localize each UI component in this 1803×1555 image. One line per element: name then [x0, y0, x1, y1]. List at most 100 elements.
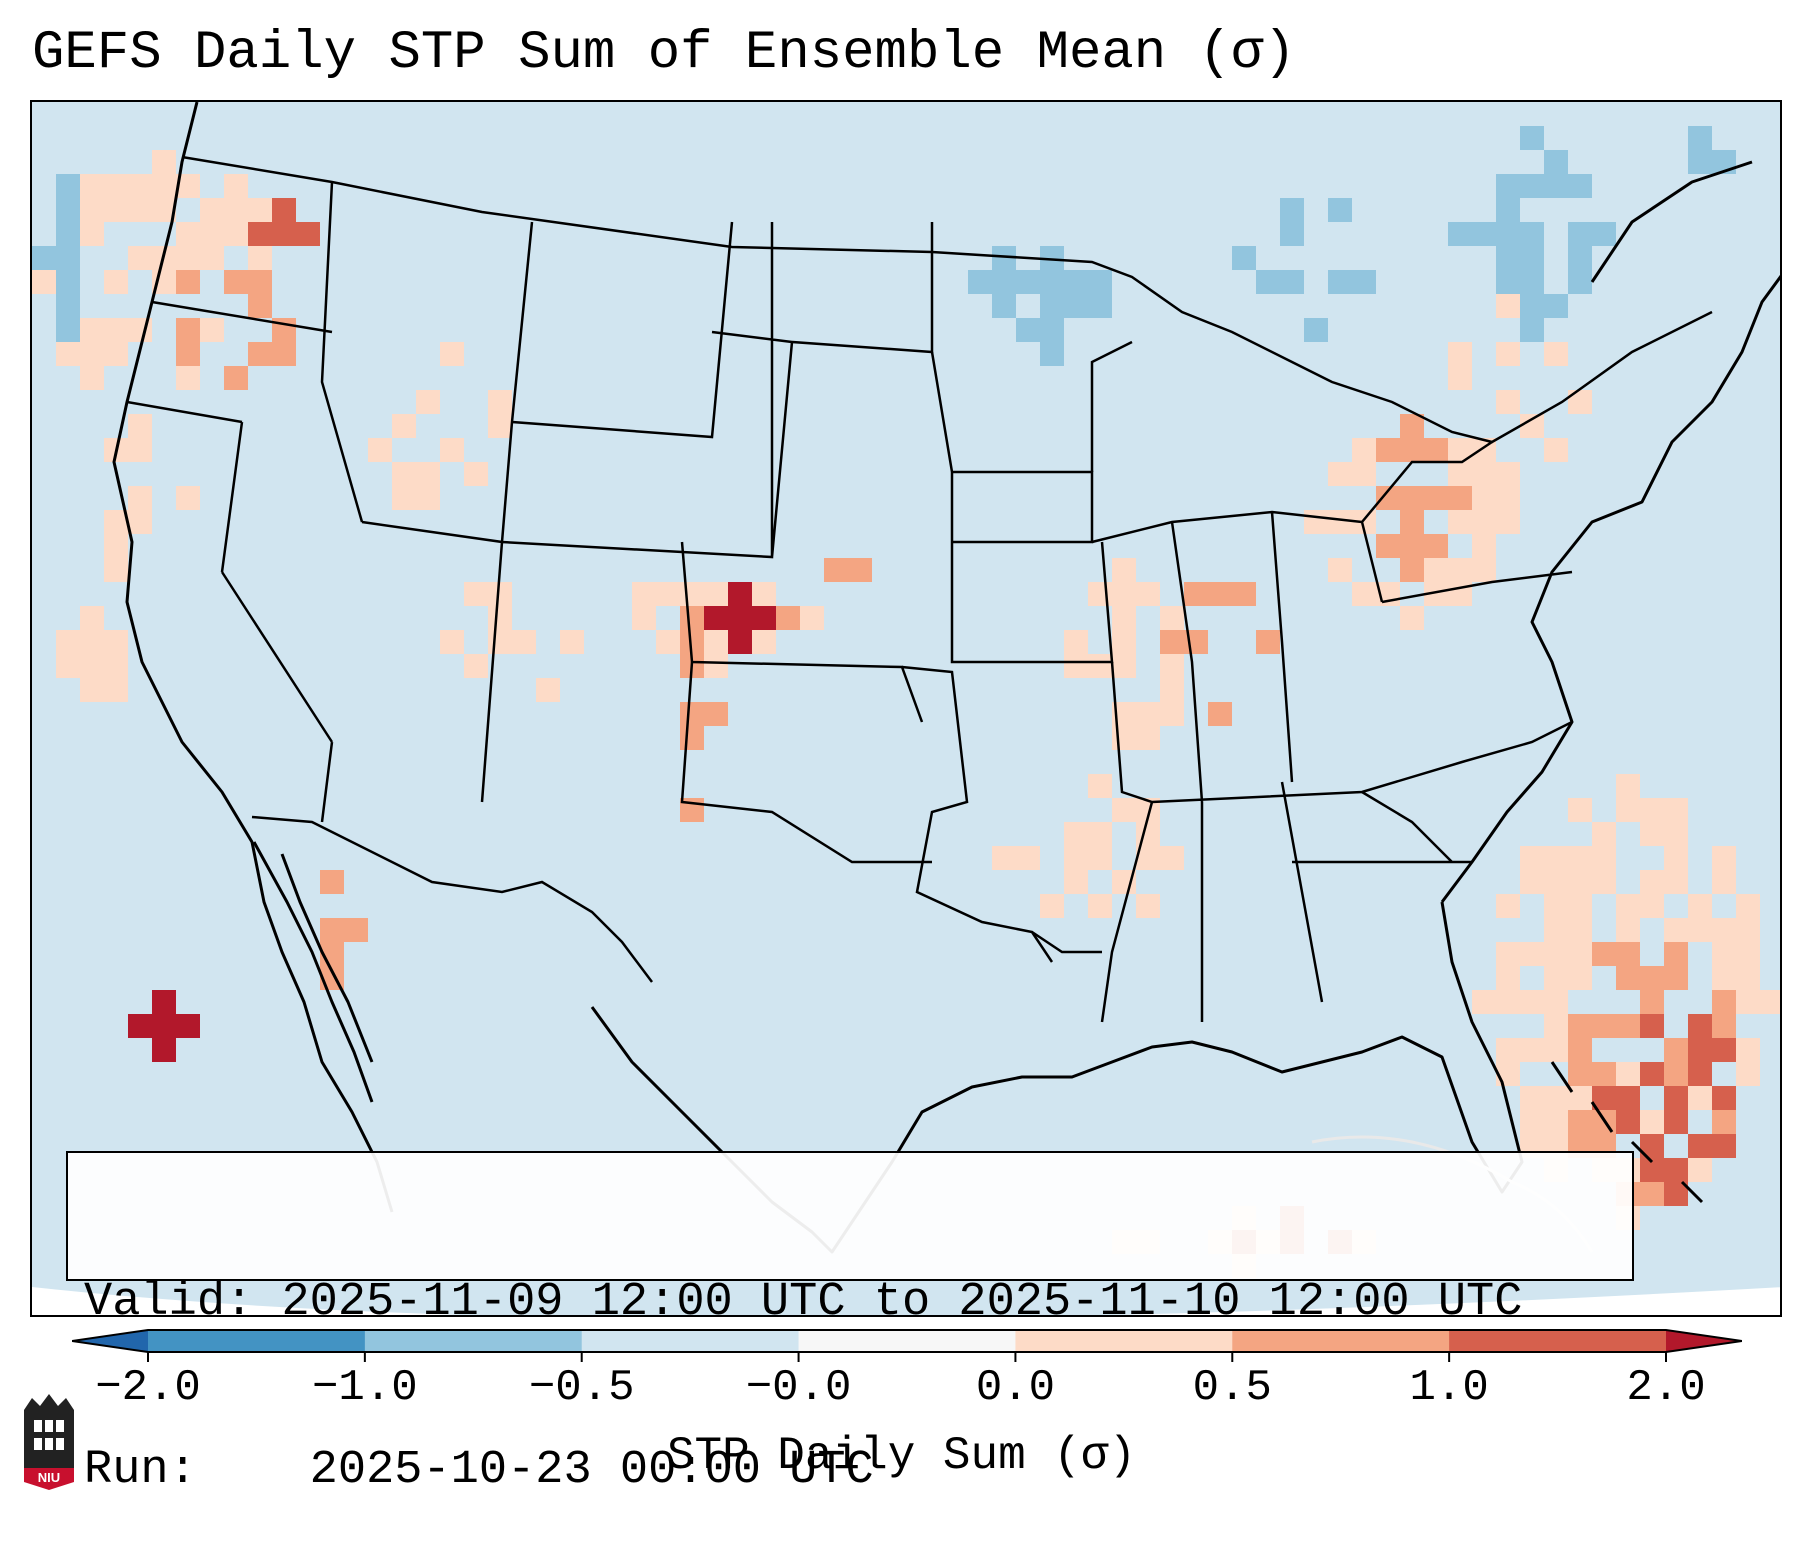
stp-cell	[80, 678, 104, 702]
stp-cell	[1712, 1134, 1736, 1158]
stp-cell	[1616, 1086, 1640, 1110]
stp-cell	[1400, 558, 1424, 582]
stp-cell	[1064, 846, 1088, 870]
stp-cell	[1256, 630, 1280, 654]
canada-coast	[1590, 160, 1753, 283]
stp-cell	[1616, 894, 1640, 918]
stp-cell	[1400, 606, 1424, 630]
colorbar-bins	[148, 1330, 1667, 1352]
stp-cell	[1568, 894, 1592, 918]
stp-cell	[1160, 846, 1184, 870]
stp-cell	[1112, 798, 1136, 822]
stp-cell	[1544, 846, 1568, 870]
stp-cell	[1424, 558, 1448, 582]
stp-cell	[680, 606, 704, 630]
stp-cell	[1688, 126, 1712, 150]
stp-cell	[56, 342, 80, 366]
stp-cell	[968, 270, 992, 294]
stp-cell	[1712, 870, 1736, 894]
stp-cell	[1088, 654, 1112, 678]
stp-cell	[1688, 150, 1712, 174]
stp-cell	[1544, 1086, 1568, 1110]
stp-cell	[1688, 1062, 1712, 1086]
stp-cell	[1568, 798, 1592, 822]
stp-cell	[1064, 630, 1088, 654]
stp-cell	[440, 342, 464, 366]
canada-border	[181, 155, 1713, 444]
stp-cell	[1496, 390, 1520, 414]
stp-cell	[752, 630, 776, 654]
stp-cell	[1400, 510, 1424, 534]
stp-cell	[680, 582, 704, 606]
stp-cell	[1304, 510, 1328, 534]
stp-cell	[488, 606, 512, 630]
stp-cell	[368, 438, 392, 462]
baja-peninsula	[252, 841, 374, 1103]
stp-cell	[1640, 798, 1664, 822]
stp-cell	[1688, 1158, 1712, 1182]
stp-cell	[1568, 942, 1592, 966]
stp-cell	[56, 630, 80, 654]
stp-cell	[1616, 798, 1640, 822]
stp-cell	[1256, 270, 1280, 294]
stp-cell	[56, 654, 80, 678]
stp-cell	[56, 270, 80, 294]
stp-cell	[1352, 438, 1376, 462]
stp-cell	[440, 438, 464, 462]
stp-cell	[776, 606, 800, 630]
stp-cell	[1544, 1110, 1568, 1134]
stp-cell	[1520, 1086, 1544, 1110]
stp-cell	[1448, 486, 1472, 510]
stp-cell	[1544, 1014, 1568, 1038]
stp-cell	[1736, 942, 1760, 966]
stp-cell	[128, 174, 152, 198]
map-panel	[30, 100, 1782, 1317]
stp-cell	[1448, 366, 1472, 390]
stp-cell	[272, 342, 296, 366]
stp-cell	[464, 582, 488, 606]
stp-cell	[632, 582, 656, 606]
stp-cell	[728, 582, 752, 606]
stp-cell	[1400, 438, 1424, 462]
stp-cell	[80, 198, 104, 222]
stp-cell	[1472, 510, 1496, 534]
stp-cell	[344, 918, 368, 942]
stp-cell	[1496, 174, 1520, 198]
stp-cell	[104, 510, 128, 534]
stp-cell	[824, 558, 848, 582]
stp-cell	[1448, 558, 1472, 582]
stp-cell	[1328, 462, 1352, 486]
stp-cell	[1664, 918, 1688, 942]
stp-cell	[1016, 318, 1040, 342]
stp-cell	[1280, 222, 1304, 246]
stp-cell	[1568, 1014, 1592, 1038]
stp-cell	[176, 318, 200, 342]
stp-cell	[1376, 534, 1400, 558]
stp-cell	[1592, 870, 1616, 894]
mexico-border	[251, 815, 653, 983]
stp-cell	[248, 222, 272, 246]
stp-cell	[152, 150, 176, 174]
stp-cell	[1688, 918, 1712, 942]
stp-cell	[1520, 174, 1544, 198]
stp-cell	[1592, 1062, 1616, 1086]
stp-cell	[488, 414, 512, 438]
colorbar-tick-label: −0.0	[745, 1363, 852, 1413]
stp-cell	[1712, 918, 1736, 942]
stp-cell	[440, 630, 464, 654]
stp-cell	[1568, 1038, 1592, 1062]
stp-cell	[104, 174, 128, 198]
stp-cell	[1568, 222, 1592, 246]
stp-cell	[1496, 294, 1520, 318]
stp-cell	[1736, 990, 1760, 1014]
stp-cell	[1520, 870, 1544, 894]
stp-cell	[1424, 534, 1448, 558]
map-canvas	[32, 102, 1780, 1315]
stp-cell	[1352, 582, 1376, 606]
stp-cell	[224, 366, 248, 390]
stp-cell	[200, 222, 224, 246]
stp-cell	[1352, 462, 1376, 486]
stp-cell	[32, 246, 56, 270]
stp-cell	[1400, 414, 1424, 438]
stp-cell	[992, 846, 1016, 870]
